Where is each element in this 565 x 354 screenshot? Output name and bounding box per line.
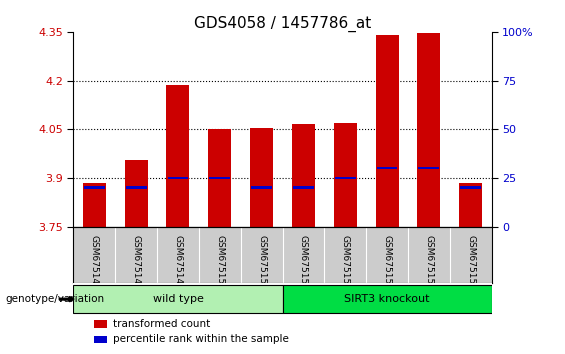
Bar	[94, 336, 107, 343]
Bar	[168, 177, 188, 179]
Text: GSM675151: GSM675151	[257, 235, 266, 290]
Bar	[334, 123, 357, 227]
Bar	[459, 183, 482, 227]
Bar	[460, 187, 481, 189]
Text: GSM675153: GSM675153	[341, 235, 350, 290]
Bar	[251, 187, 272, 189]
Text: percentile rank within the sample: percentile rank within the sample	[113, 335, 289, 344]
Text: genotype/variation: genotype/variation	[6, 294, 105, 304]
Text: GSM675147: GSM675147	[90, 235, 99, 290]
Bar	[94, 320, 107, 328]
Bar	[210, 177, 230, 179]
Bar	[335, 177, 355, 179]
Bar	[83, 183, 106, 227]
Text: SIRT3 knockout: SIRT3 knockout	[344, 294, 430, 304]
Text: GSM675149: GSM675149	[173, 235, 182, 290]
Text: transformed count: transformed count	[113, 319, 210, 329]
Bar	[73, 285, 282, 314]
Bar	[126, 187, 146, 189]
Bar	[377, 167, 397, 169]
Bar	[418, 34, 440, 227]
Text: GSM675150: GSM675150	[215, 235, 224, 290]
Bar	[208, 129, 231, 227]
Bar	[84, 187, 105, 189]
Bar	[250, 127, 273, 227]
Bar	[419, 167, 439, 169]
Text: GSM675156: GSM675156	[466, 235, 475, 290]
Title: GDS4058 / 1457786_at: GDS4058 / 1457786_at	[194, 16, 371, 32]
Text: GSM675154: GSM675154	[383, 235, 392, 290]
Text: wild type: wild type	[153, 294, 203, 304]
Text: GSM675155: GSM675155	[424, 235, 433, 290]
Bar	[125, 160, 147, 227]
Bar	[282, 285, 492, 314]
Bar	[292, 124, 315, 227]
Bar	[376, 35, 398, 227]
Text: GSM675152: GSM675152	[299, 235, 308, 290]
Bar	[167, 85, 189, 227]
Text: GSM675148: GSM675148	[132, 235, 141, 290]
Bar	[293, 187, 314, 189]
